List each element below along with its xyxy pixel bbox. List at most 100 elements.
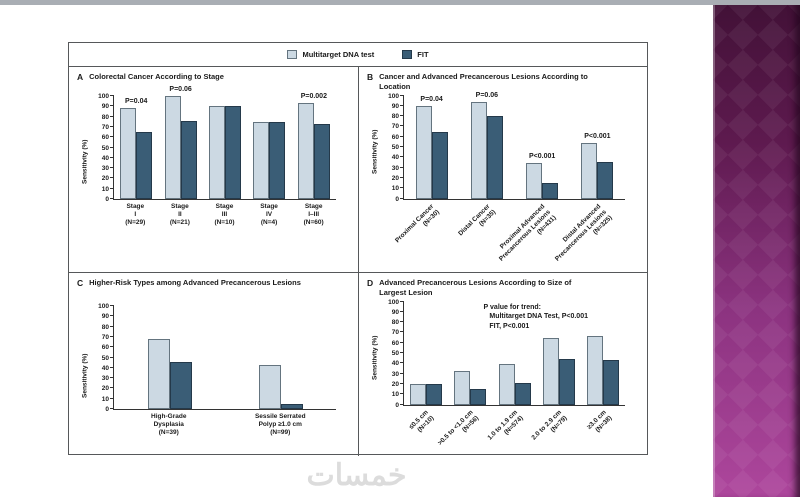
panel-letter: D [367, 278, 374, 288]
panel-a-title: A Colorectal Cancer According to Stage [77, 72, 350, 82]
panel-letter: B [367, 72, 374, 82]
y-tick-label: 80 [101, 113, 109, 121]
fit-bar [280, 403, 303, 409]
y-tick-mark [400, 352, 404, 353]
y-tick-mark [400, 176, 404, 178]
bar-group [537, 302, 581, 405]
category-label: Sessile Serrated Polyp ≥1.0 cm (N=99) [254, 413, 306, 437]
fit-bar [136, 132, 153, 199]
bar-group [203, 96, 247, 199]
dna-test-bar [415, 105, 432, 199]
y-tick-mark [110, 408, 114, 409]
y-tick-label: 90 [101, 313, 109, 321]
panel-letter: C [77, 278, 84, 288]
fit-bar [426, 383, 443, 405]
y-tick-label: 90 [101, 103, 109, 111]
y-tick-mark [400, 125, 404, 127]
watermark-text: خمسات [306, 459, 407, 492]
y-tick-label: 100 [98, 303, 109, 310]
plot-area: 0 10 20 30 40 50 60 70 80 90 100 P value for trend:… [388, 299, 625, 409]
p-value-label: P=0.002 [300, 93, 327, 101]
bar-group: P=0.002 [292, 93, 336, 199]
y-tick-label: 10 [391, 185, 399, 193]
panel-title-text: Higher-Risk Types among Advanced Precanc… [89, 278, 301, 287]
y-tick-label: 0 [395, 195, 399, 203]
y-tick-mark [400, 300, 404, 302]
y-tick-label: 60 [101, 344, 109, 352]
panel-c: C Higher-Risk Types among Advanced Preca… [69, 273, 359, 456]
figure-box: Multitarget DNA test FIT A Colorectal Ca… [68, 42, 648, 456]
y-tick-mark [110, 335, 114, 337]
bar-group [404, 302, 448, 405]
y-tick-label: 50 [391, 350, 399, 357]
category-label: Stage III (N=10) [214, 203, 235, 227]
bar-groups: P=0.04 P=0.06 P=0.002 [114, 86, 336, 199]
dna-test-bar [410, 383, 427, 405]
y-tick-mark [110, 366, 114, 368]
fit-bar [431, 131, 448, 199]
top-gray-bar [0, 0, 800, 5]
y-tick-mark [400, 403, 404, 405]
bar-groups [404, 302, 625, 405]
fit-bar [542, 183, 559, 199]
bar-chart: Sensitivity (%) 0 10 20 30 40 50 60 70 80 90 100 P=0… [367, 92, 639, 264]
y-tick-label: 30 [391, 164, 399, 172]
y-tick-mark [400, 362, 404, 364]
p-value-trend-annotation: P value for trend: Multitarget DNA Test,… [483, 303, 588, 331]
fit-bar [602, 360, 619, 405]
y-tick-label: 20 [101, 385, 109, 393]
bar-group: P<0.001 [515, 96, 570, 199]
y-tick-label: 0 [105, 406, 109, 413]
category-label: Stage IV (N=4) [260, 203, 278, 227]
category-label-text: 1.0 to 1.9 cm (N=574) [486, 408, 525, 442]
y-tick-mark [110, 105, 114, 107]
y-tick-label: 90 [391, 308, 399, 316]
y-tick-mark [110, 315, 114, 317]
legend-label: FIT [417, 50, 429, 59]
y-tick-label: 20 [101, 175, 109, 183]
category-label: Distal Advanced Precancerous Lesions (N=… [554, 200, 626, 264]
panel-b: B Cancer and Advanced Precancerous Lesio… [359, 67, 647, 273]
y-tick-label: 60 [391, 133, 399, 141]
panel-b-chart: Sensitivity (%) 0 10 20 30 40 50 60 70 80 90 100 P=0… [367, 92, 639, 264]
y-tick-label: 40 [391, 360, 399, 368]
category-label: 1.0 to 1.9 cm (N=574) [486, 406, 536, 456]
y-tick-mark [110, 146, 114, 148]
y-tick-mark [400, 146, 404, 147]
p-value-label: P=0.06 [169, 86, 192, 93]
dna-test-bar [498, 364, 515, 405]
y-tick-label: 70 [391, 329, 399, 337]
purple-gradient-sidebar [713, 5, 800, 497]
y-tick-label: 80 [391, 113, 399, 121]
category-label-text: ≤0.5 cm (N=10) [408, 408, 436, 434]
x-axis-labels: ≤0.5 cm (N=10) >0.5 to <1.0 cm (N=56) 1.0 … [403, 406, 625, 456]
panel-c-title: C Higher-Risk Types among Advanced Preca… [77, 278, 350, 288]
p-value-label: P=0.06 [475, 91, 499, 99]
y-tick-label: 100 [388, 92, 399, 100]
plot-area: 0 10 20 30 40 50 60 70 80 90 100 P=0.04 P=0.06 P=0.00… [98, 86, 336, 203]
y-tick-label: 50 [391, 144, 399, 151]
figure-legend: Multitarget DNA test FIT [69, 43, 647, 67]
y-tick-mark [400, 115, 404, 117]
y-tick-label: 20 [391, 174, 399, 182]
y-tick-mark [400, 156, 404, 158]
y-tick-mark [110, 377, 114, 379]
y-tick-mark [400, 382, 404, 384]
panel-title-text: Cancer and Advanced Precancerous Lesions… [379, 72, 588, 91]
dna-test-bar [526, 163, 543, 199]
bar-chart: Sensitivity (%) 0 10 20 30 40 50 60 70 80 90 100 Hig… [77, 303, 350, 450]
y-tick-label: 80 [101, 323, 109, 331]
fit-bar [597, 162, 614, 199]
y-tick-mark [400, 187, 404, 189]
legend-item-multitarget-dna-test: Multitarget DNA test [287, 50, 374, 59]
panel-letter: A [77, 72, 84, 82]
y-tick-mark [400, 331, 404, 333]
panel-title-text: Colorectal Cancer According to Stage [89, 72, 224, 81]
dna-test-bar [581, 142, 598, 199]
y-tick-label: 40 [101, 364, 109, 372]
y-tick-mark [110, 136, 114, 138]
y-tick-mark [400, 393, 404, 395]
y-tick-label: 90 [391, 102, 399, 110]
category-label-text: Distal Cancer (N=35) [456, 202, 497, 237]
